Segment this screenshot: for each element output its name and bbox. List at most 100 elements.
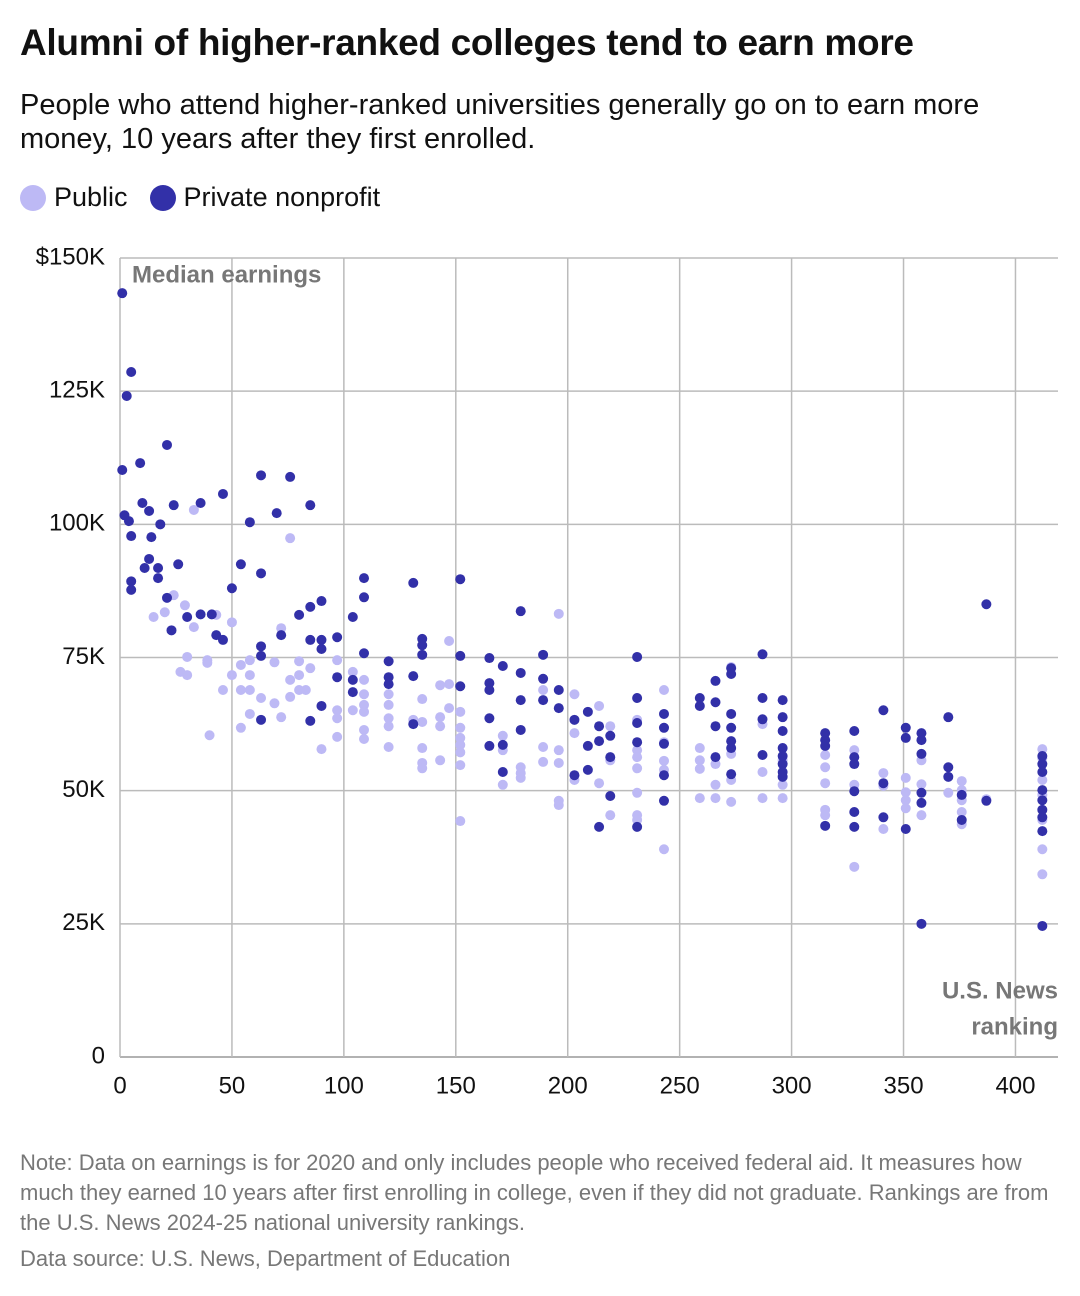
point [484,684,495,695]
point [455,732,466,743]
point [359,724,370,735]
point [849,745,860,756]
point [694,692,705,703]
y-tick-label: 0 [92,1042,105,1069]
point [569,728,580,739]
point [1037,812,1048,823]
point [632,752,643,763]
point [435,680,446,691]
point [408,671,419,682]
point [820,749,831,760]
point [226,583,237,594]
point [538,649,549,660]
point [285,533,296,544]
point [1037,920,1048,931]
legend-item: Private nonprofit [149,182,380,213]
point [777,751,788,762]
point [497,739,508,750]
point [849,786,860,797]
point [658,738,669,749]
point [444,635,455,646]
point [159,607,170,618]
point [900,732,911,743]
point [347,666,358,677]
point [276,712,287,723]
point [605,730,616,741]
point [202,657,213,668]
x-tick-label: 400 [995,1072,1035,1099]
point [726,743,737,754]
point [316,596,327,607]
axis-annotation: U.S. News [942,977,1058,1004]
point [632,787,643,798]
point [244,684,255,695]
point [305,634,316,645]
y-tick-label: $150K [36,243,105,270]
point [777,759,788,770]
point [162,592,173,603]
point [497,730,508,741]
point [305,663,316,674]
point [359,592,370,603]
point [900,787,911,798]
point [139,563,150,574]
point [569,714,580,725]
point [1037,751,1048,762]
point [553,684,564,695]
point [916,787,927,798]
point [332,705,343,716]
point [359,573,370,584]
point [757,793,768,804]
series [117,288,1048,931]
point [658,770,669,781]
point [359,674,370,685]
point [204,730,215,741]
point [435,712,446,723]
point [632,821,643,832]
y-tick-label: 100K [49,510,105,537]
axis-annotation: Median earnings [132,261,321,288]
point [956,789,967,800]
point [175,666,186,677]
point [658,844,669,855]
point [256,568,267,579]
x-tick-label: 350 [884,1072,924,1099]
point [497,661,508,672]
point [417,640,428,651]
point [188,504,199,515]
y-tick-label: 125K [49,377,105,404]
point [605,810,616,821]
point [316,643,327,654]
point [316,634,327,645]
point [916,728,927,739]
point [244,708,255,719]
point [916,797,927,808]
point [455,816,466,827]
point [305,601,316,612]
point [256,692,267,703]
point [256,641,267,652]
point [943,762,954,773]
point [900,772,911,783]
point [757,767,768,778]
point [538,741,549,752]
point [582,764,593,775]
point [455,760,466,771]
point [710,759,721,770]
point [943,771,954,782]
point [484,740,495,751]
point [256,650,267,661]
point [981,795,992,806]
point [538,756,549,767]
point [1037,869,1048,880]
point [269,698,280,709]
point [981,599,992,610]
point [269,657,280,668]
point [126,366,137,377]
point [162,439,173,450]
chart-title: Alumni of higher-ranked colleges tend to… [20,22,914,63]
point [1037,767,1048,778]
point [1037,795,1048,806]
point [1037,759,1048,770]
